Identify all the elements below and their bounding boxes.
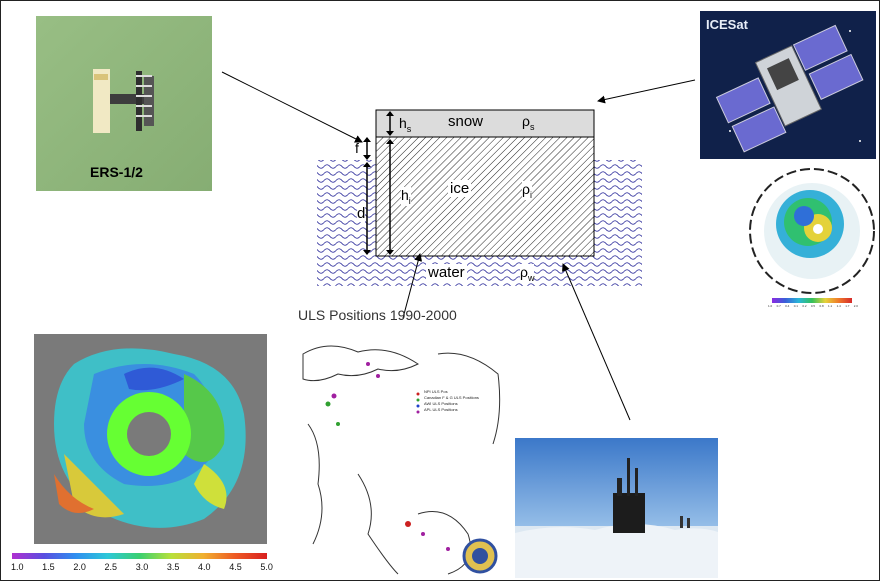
d-label: d [357, 205, 366, 222]
arrow-ers [221, 71, 363, 143]
arrow-submarine [562, 263, 631, 421]
rho-w-label: ρw [520, 264, 535, 283]
colorbar-right [772, 298, 852, 303]
uls-positions-map: NPI ULS Pos Canadian F & G ULS Positions… [298, 334, 508, 576]
tick-left: 3.0 [135, 562, 149, 572]
uls-title: ULS Positions 1990-2000 [298, 307, 457, 323]
colorbar-left-ticks: 1.0 1.5 2.0 2.5 3.0 3.5 4.0 4.5 5.0 [11, 562, 273, 572]
colorbar-left [12, 553, 267, 559]
icesat-photo: ICESat [700, 11, 876, 159]
snow-layer [375, 109, 595, 138]
tick-left: 2.5 [104, 562, 118, 572]
tick-right: 0.8 [819, 304, 824, 308]
f-label: f [355, 140, 359, 156]
tick-right: 0.4 [785, 304, 790, 308]
freeboard-diagram [317, 109, 642, 286]
legend-item: Canadian F & G ULS Positions [424, 395, 479, 400]
tick-left: 4.5 [229, 562, 242, 572]
tick-right: 1.0 [768, 304, 773, 308]
ice-label: ice [448, 180, 472, 197]
tick-right: 1.4 [836, 304, 841, 308]
hi-label: hi [401, 187, 411, 206]
hs-label: hs [399, 115, 412, 134]
tick-right: 0.7 [776, 304, 781, 308]
snow-label: snow [448, 113, 484, 130]
rho-s-label: ρs [522, 113, 535, 132]
legend-item: AWI ULS Positions [424, 401, 458, 406]
tick-left: 3.5 [166, 562, 180, 572]
tick-left: 2.0 [73, 562, 86, 572]
tick-right: 1.1 [828, 304, 833, 308]
tick-right: 1.7 [845, 304, 850, 308]
tick-right: 0.1 [793, 304, 798, 308]
tick-right: 0.5 [810, 304, 816, 308]
uls-legend: NPI ULS Pos Canadian F & G ULS Positions… [424, 389, 479, 413]
tick-left: 4.0 [198, 562, 211, 572]
tick-right: 2.0 [853, 304, 858, 308]
legend-item: NPI ULS Pos [424, 389, 448, 394]
polar-map-right: 1.0 0.7 0.4 0.1 0.2 0.5 0.8 1.1 1.4 1.7 … [748, 164, 876, 316]
arrow-uls [402, 253, 423, 319]
colorbar-right-ticks: 1.0 0.7 0.4 0.1 0.2 0.5 0.8 1.1 1.4 1.7 … [768, 304, 858, 308]
ers-satellite-image [36, 16, 212, 191]
submarine-photo [515, 438, 718, 578]
water-label: water [426, 264, 467, 281]
tick-left: 5.0 [260, 562, 273, 572]
ers-caption: ERS-1/2 [90, 164, 143, 180]
tick-left: 1.5 [42, 562, 55, 572]
ers-photo: ERS-1/2 [36, 16, 212, 191]
tick-right: 0.2 [802, 304, 807, 308]
rho-i-label: ρi [522, 181, 532, 200]
tick-left: 1.0 [11, 562, 24, 572]
thickness-map-left [34, 334, 267, 544]
arrow-icesat [597, 79, 696, 104]
legend-item: APL ULS Positions [424, 407, 458, 412]
icesat-logo: ICESat [706, 17, 748, 32]
icesat-satellite-image [700, 11, 876, 159]
